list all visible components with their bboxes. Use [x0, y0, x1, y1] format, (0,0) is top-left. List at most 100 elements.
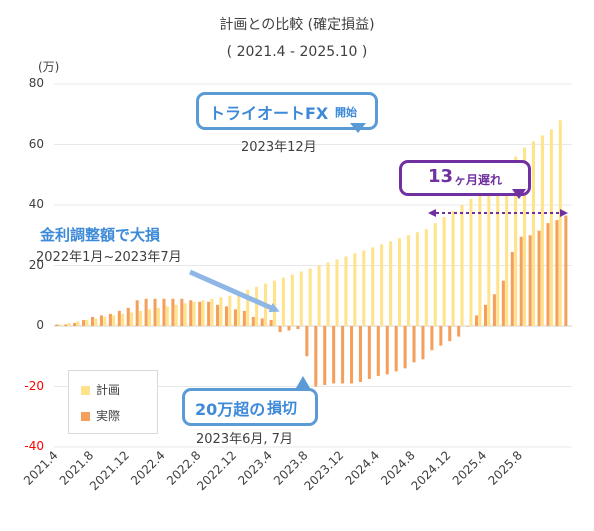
plan-bar — [58, 324, 62, 326]
y-tick-label: -40 — [24, 439, 44, 453]
actual-bar — [198, 301, 202, 326]
actual-bar — [91, 316, 95, 326]
plan-bar — [549, 129, 553, 327]
cut-callout-pointer — [296, 376, 310, 388]
actual-bar — [287, 326, 291, 331]
x-tick-label: 2022.12 — [194, 448, 239, 493]
x-tick-label: 2021.12 — [87, 448, 132, 493]
actual-bar — [260, 318, 264, 326]
plan-bar — [210, 298, 214, 326]
actual-bar — [126, 307, 130, 326]
plan-bar — [478, 192, 482, 326]
fx-start-callout: トライオートFX 開始 — [196, 92, 378, 130]
actual-bar — [189, 300, 193, 326]
actual-bar — [341, 326, 345, 384]
plan-bar — [389, 241, 393, 326]
legend-label-actual: 実際 — [96, 409, 121, 423]
cut-callout-main: 20万超の — [195, 400, 266, 419]
plan-bar — [353, 253, 357, 326]
chart-title: 計画との比較 (確定損益) — [219, 17, 375, 33]
cut-loss-callout: 20万超の 損切 — [182, 388, 318, 426]
actual-bar — [421, 326, 425, 360]
plan-bar — [228, 295, 232, 326]
plan-bar — [398, 238, 402, 326]
actual-bar — [323, 326, 327, 385]
plan-bar — [112, 315, 116, 326]
plan-bar — [139, 310, 143, 327]
plan-bar — [255, 286, 259, 326]
actual-bar — [171, 298, 175, 326]
plan-bar — [130, 312, 134, 326]
actual-bar — [546, 223, 550, 326]
fx-callout-main: トライオートFX — [209, 104, 329, 123]
y-tick-label: 60 — [28, 136, 44, 151]
plan-bar — [192, 301, 196, 326]
actual-bar — [448, 326, 452, 342]
cut-callout-suffix: 損切 — [267, 399, 298, 417]
delay-callout: 13 ヶ月遅れ — [399, 160, 531, 196]
chart-subtitle: ( 2021.4 - 2025.10 ) — [226, 44, 368, 60]
x-tick-label: 2023.12 — [301, 448, 346, 493]
plan-bar — [469, 198, 473, 326]
plan-bar — [531, 141, 535, 326]
y-unit-label: (万) — [38, 60, 60, 74]
plan-bar — [174, 304, 178, 326]
actual-bar — [305, 326, 309, 357]
actual-bar — [510, 251, 514, 326]
plan-bar — [424, 229, 428, 326]
plan-bar — [326, 262, 330, 326]
plan-bar — [281, 277, 285, 326]
plan-bar — [290, 274, 294, 326]
actual-bar — [251, 316, 255, 326]
actual-bar — [403, 326, 407, 369]
plan-bar — [246, 289, 250, 326]
actual-bar — [519, 236, 523, 326]
actual-bar — [430, 326, 434, 351]
plan-bar — [487, 183, 491, 326]
actual-bar — [350, 326, 354, 384]
delay-suffix: ヶ月遅れ — [454, 173, 503, 187]
actual-bar — [242, 310, 246, 327]
plan-bar — [299, 271, 303, 326]
y-tick-label: 20 — [28, 257, 44, 272]
plan-bar — [165, 306, 169, 326]
plan-bar — [76, 321, 80, 326]
x-tick-label: 2025.8 — [485, 448, 525, 488]
actual-bar — [99, 315, 103, 326]
actual-bar — [457, 326, 461, 337]
y-tick-label: 80 — [28, 76, 44, 90]
legend-label-plan: 計画 — [96, 383, 121, 397]
x-tick-label: 2024.12 — [409, 448, 454, 493]
plan-bar — [94, 318, 98, 326]
annotation-arrows — [188, 209, 568, 313]
plan-bar — [415, 232, 419, 326]
actual-bar — [394, 326, 398, 372]
plan-bar — [558, 120, 562, 326]
plan-bar — [201, 300, 205, 326]
plan-bar — [156, 307, 160, 326]
plan-bar — [406, 235, 410, 326]
plan-bar — [442, 217, 446, 326]
legend-item-actual: 実際 — [81, 407, 120, 424]
y-tick-label: -20 — [24, 378, 44, 393]
actual-bar — [483, 304, 488, 326]
actual-bar — [73, 322, 77, 326]
actual-bar — [564, 215, 568, 326]
plan-bar — [147, 309, 151, 326]
plan-bar — [514, 156, 518, 326]
x-tick-label: 2024.4 — [343, 448, 383, 488]
plan-bar — [433, 223, 437, 326]
actual-bar — [501, 280, 505, 327]
actual-bar — [135, 300, 139, 326]
actual-bar — [216, 304, 220, 326]
x-tick-label: 2025.4 — [450, 448, 490, 488]
legend: 計画 実際 — [68, 370, 158, 434]
actual-bar — [233, 309, 237, 326]
actual-bar — [528, 235, 532, 326]
cut-loss-date: 2023年6月, 7月 — [196, 432, 293, 447]
plan-bar — [371, 247, 375, 326]
actual-bar — [153, 298, 157, 326]
actual-bar — [385, 326, 389, 375]
actual-bar — [412, 326, 416, 363]
actual-bar — [439, 326, 443, 346]
